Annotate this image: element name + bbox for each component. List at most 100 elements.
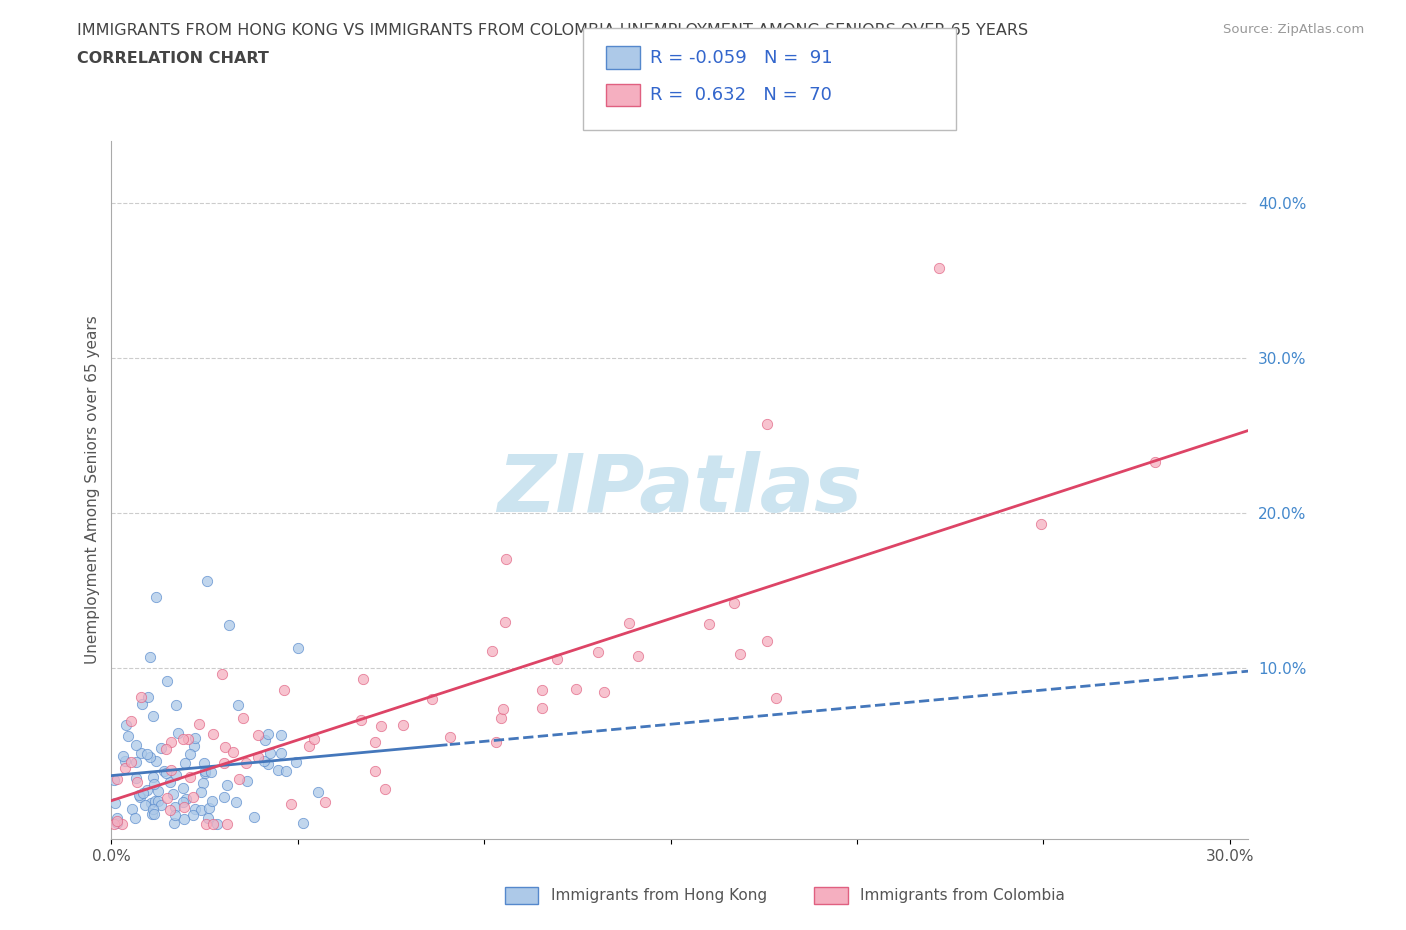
Point [159,775,181,790]
Point [284,754,307,769]
Point [131,690,153,705]
Point [352,671,374,686]
Point [163,816,186,830]
Point [105,816,128,830]
Point [246,727,269,742]
Point [350,713,373,728]
Point [422,692,444,707]
Point [253,754,276,769]
Point [212,789,235,804]
Point [254,733,277,748]
Point [124,737,146,752]
Point [145,590,167,604]
Point [274,764,297,778]
Y-axis label: Unemployment Among Seniors over 65 years: Unemployment Among Seniors over 65 years [86,315,100,664]
Point [129,790,152,804]
Point [107,811,129,826]
Point [128,788,150,803]
Point [188,717,211,732]
Point [163,807,186,822]
Point [194,764,217,778]
Point [586,644,609,659]
Point [226,698,249,712]
Point [1144,455,1167,470]
Point [492,701,515,716]
Point [143,806,166,821]
Point [193,776,215,790]
Point [364,764,387,778]
Point [172,780,194,795]
Point [173,800,195,815]
Point [564,682,586,697]
Point [193,756,215,771]
Point [190,803,212,817]
Point [280,797,302,812]
Point [159,803,181,817]
Point [105,814,128,829]
Point [756,633,779,648]
Point [546,651,568,666]
Point [145,754,167,769]
Point [174,756,197,771]
Point [495,551,517,566]
Point [142,770,165,785]
Point [214,739,236,754]
Point [298,738,321,753]
Point [131,696,153,711]
Point [197,810,219,825]
Point [159,734,181,749]
Point [103,772,125,787]
Point [267,762,290,777]
Point [141,806,163,821]
Point [173,811,195,826]
Point [243,810,266,825]
Point [287,641,309,656]
Point [392,717,415,732]
Point [155,742,177,757]
Text: Immigrants from Colombia: Immigrants from Colombia [860,888,1066,903]
Point [370,719,392,734]
Point [114,761,136,776]
Text: Immigrants from Hong Kong: Immigrants from Hong Kong [551,888,768,903]
Point [174,792,197,807]
Point [179,747,201,762]
Point [131,786,153,801]
Point [124,811,146,826]
Point [364,735,387,750]
Point [172,732,194,747]
Point [273,683,295,698]
Point [120,755,142,770]
Point [307,785,329,800]
Text: R =  0.632   N =  70: R = 0.632 N = 70 [650,86,831,104]
Point [270,746,292,761]
Point [162,787,184,802]
Point [146,784,169,799]
Point [619,616,641,631]
Point [138,650,160,665]
Point [217,777,239,792]
Point [125,775,148,790]
Point [183,738,205,753]
Point [134,798,156,813]
Point [481,644,503,658]
Point [181,790,204,804]
Point [153,764,176,778]
Point [205,817,228,831]
Point [765,690,787,705]
Point [495,615,517,630]
Point [198,801,221,816]
Point [728,646,751,661]
Point [111,749,134,764]
Point [121,801,143,816]
Point [172,795,194,810]
Point [270,728,292,743]
Point [202,817,225,831]
Point [176,732,198,747]
Text: CORRELATION CHART: CORRELATION CHART [77,51,269,66]
Point [228,772,250,787]
Point [111,817,134,831]
Point [181,807,204,822]
Point [256,757,278,772]
Point [257,726,280,741]
Point [592,684,614,699]
